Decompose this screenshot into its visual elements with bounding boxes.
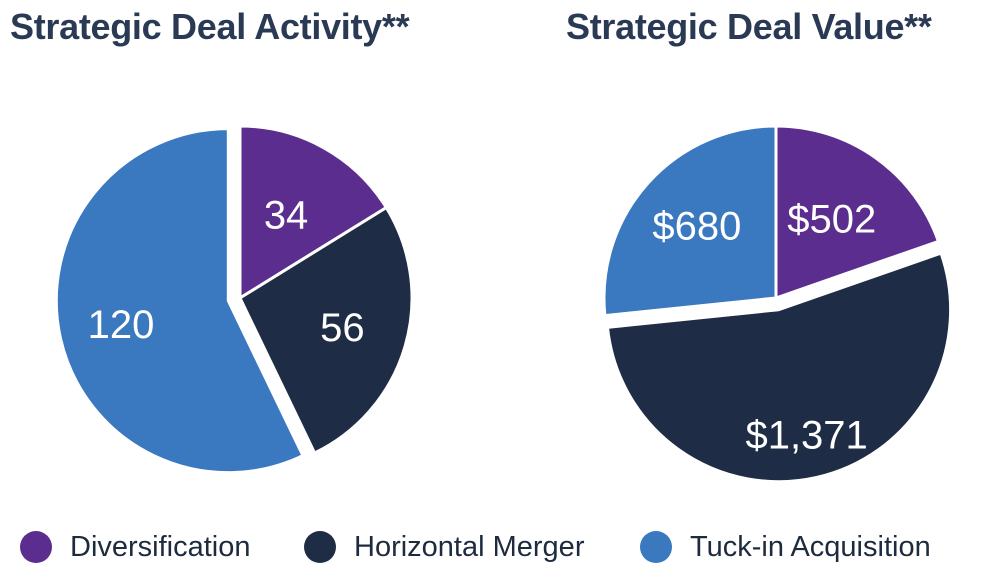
slice-label-tuck-in-acquisition: 120 xyxy=(88,303,155,347)
legend-swatch-horizontal-merger xyxy=(304,531,336,563)
pie-slice-horizontal-merger[interactable] xyxy=(238,206,414,455)
legend-label-horizontal-merger: Horizontal Merger xyxy=(354,530,585,563)
legend-label-diversification: Diversification xyxy=(70,530,251,563)
slice-label-diversification: $502 xyxy=(787,197,876,241)
pie-slice-diversification[interactable] xyxy=(238,124,388,300)
slice-label-horizontal-merger: $1,371 xyxy=(745,414,867,458)
slice-label-diversification: 34 xyxy=(264,193,309,237)
slice-label-tuck-in-acquisition: $680 xyxy=(652,205,741,249)
legend-swatch-diversification xyxy=(20,531,52,563)
pie-slice-horizontal-merger[interactable] xyxy=(606,251,953,484)
legend-swatch-tuck-in-acquisition xyxy=(640,531,672,563)
pie-slice-tuck-in-acquisition[interactable] xyxy=(54,127,305,475)
legend-item-diversification[interactable]: Diversification xyxy=(20,527,251,567)
pie-slice-diversification[interactable] xyxy=(774,124,940,300)
legend: Diversification Horizontal Merger Tuck-i… xyxy=(0,527,982,567)
chart-title-deal-activity: Strategic Deal Activity** xyxy=(10,6,410,47)
pie-charts: 34 56 120 $502 $1,371 $680 xyxy=(54,124,953,484)
pie-slice-tuck-in-acquisition[interactable] xyxy=(602,124,778,318)
legend-item-tuck-in-acquisition[interactable]: Tuck-in Acquisition xyxy=(640,527,931,567)
slice-label-horizontal-merger: 56 xyxy=(320,306,365,350)
pie-deal-activity: 34 56 120 xyxy=(54,124,414,475)
legend-label-tuck-in-acquisition: Tuck-in Acquisition xyxy=(690,530,931,563)
pie-deal-value: $502 $1,371 $680 xyxy=(602,124,953,484)
chart-title-deal-value: Strategic Deal Value** xyxy=(566,6,932,47)
legend-item-horizontal-merger[interactable]: Horizontal Merger xyxy=(304,527,584,567)
